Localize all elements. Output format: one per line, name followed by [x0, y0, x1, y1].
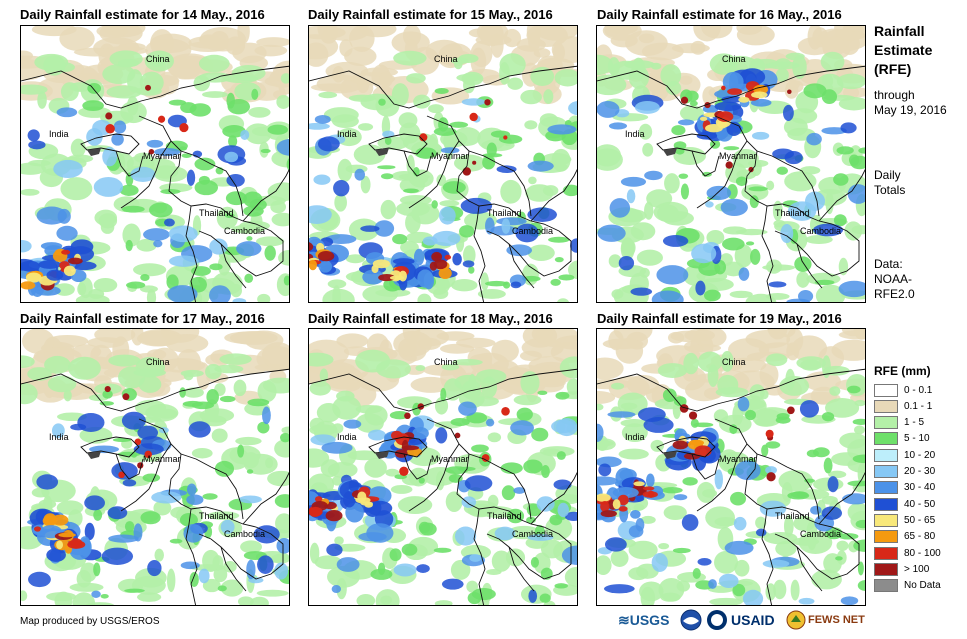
map-label-myanmar: Myanmar — [143, 454, 181, 464]
legend-swatch — [874, 399, 898, 413]
legend-swatch — [874, 448, 898, 462]
map-label-china: China — [146, 54, 170, 64]
map-may19: China India Myanmar Thailand Cambodia — [596, 328, 866, 606]
map-label-thailand: Thailand — [775, 208, 810, 218]
map-label-myanmar: Myanmar — [719, 454, 757, 464]
map-may17: China India Myanmar Thailand Cambodia — [20, 328, 290, 606]
legend-swatch — [874, 383, 898, 397]
usgs-logo: ≋USGS — [618, 611, 670, 628]
map-label-thailand: Thailand — [199, 511, 234, 521]
legend-item: > 100 — [874, 562, 929, 576]
map-label-thailand: Thailand — [487, 511, 522, 521]
legend-swatch — [874, 579, 898, 593]
legend-swatch — [874, 562, 898, 576]
legend-swatch — [874, 513, 898, 527]
map-label-india: India — [49, 129, 69, 139]
legend-label: 30 - 40 — [904, 482, 936, 494]
legend-item: 65 - 80 — [874, 530, 935, 544]
legend-label: No Data — [904, 580, 941, 592]
legend-label: 0 - 0.1 — [904, 384, 933, 396]
legend-label: 10 - 20 — [904, 449, 936, 461]
panel-title-may15: Daily Rainfall estimate for 15 May., 201… — [308, 7, 553, 22]
legend-item: 5 - 10 — [874, 432, 930, 446]
rainfall-map-layer — [21, 26, 289, 302]
map-label-myanmar: Myanmar — [431, 151, 469, 161]
rainfall-map-layer — [21, 329, 289, 605]
panel-title-may16: Daily Rainfall estimate for 16 May., 201… — [597, 7, 842, 22]
map-label-china: China — [434, 357, 458, 367]
map-label-china: China — [722, 357, 746, 367]
noaa-logo — [680, 608, 702, 632]
map-may14: China India Myanmar Thailand Cambodia — [20, 25, 290, 303]
map-label-india: India — [49, 432, 69, 442]
sidebar-title: Rainfall Estimate (RFE) — [874, 23, 933, 77]
legend-label: 50 - 65 — [904, 514, 936, 526]
rainfall-map-layer — [309, 329, 577, 605]
map-label-thailand: Thailand — [199, 208, 234, 218]
map-label-india: India — [337, 129, 357, 139]
legend-swatch — [874, 497, 898, 511]
legend-item: 20 - 30 — [874, 465, 935, 479]
legend-swatch — [874, 432, 898, 446]
map-label-india: India — [337, 432, 357, 442]
map-label-india: India — [625, 432, 645, 442]
legend-label: 20 - 30 — [904, 466, 936, 477]
legend-item: 0.1 - 1 — [874, 399, 932, 413]
legend-title: RFE (mm) — [874, 364, 931, 378]
panel-title-may14: Daily Rainfall estimate for 14 May., 201… — [20, 7, 265, 22]
map-label-thailand: Thailand — [775, 511, 810, 521]
legend-swatch — [874, 416, 898, 430]
legend-swatch — [874, 481, 898, 495]
map-label-cambodia: Cambodia — [512, 226, 554, 236]
legend-item: 1 - 5 — [874, 416, 924, 430]
legend-swatch — [874, 465, 898, 478]
legend-label: > 100 — [904, 563, 930, 575]
map-label-cambodia: Cambodia — [224, 226, 266, 236]
map-label-myanmar: Myanmar — [143, 151, 181, 161]
rainfall-map-layer — [597, 26, 865, 302]
map-label-cambodia: Cambodia — [800, 226, 842, 236]
sidebar-daily-totals: Daily Totals — [874, 168, 906, 197]
map-label-cambodia: Cambodia — [224, 529, 266, 539]
legend-swatch — [874, 530, 898, 544]
legend-label: 80 - 100 — [904, 547, 941, 559]
legend-label: 5 - 10 — [904, 433, 930, 445]
panel-title-may18: Daily Rainfall estimate for 18 May., 201… — [308, 311, 553, 326]
map-may16: China India Myanmar Thailand Cambodia — [596, 25, 866, 303]
usaid-logo: USAID — [706, 608, 775, 632]
map-may15: China India Myanmar Thailand Cambodia — [308, 25, 578, 303]
footer-credit: Map produced by USGS/EROS — [20, 616, 160, 627]
map-label-china: China — [722, 54, 746, 64]
fewsnet-logo: FEWS NET — [786, 608, 865, 632]
map-label-china: China — [146, 357, 170, 367]
map-label-myanmar: Myanmar — [431, 454, 469, 464]
map-may18: China India Myanmar Thailand Cambodia — [308, 328, 578, 606]
rainfall-map-layer — [309, 26, 577, 302]
sidebar-data-source: Data: NOAA- RFE2.0 — [874, 257, 915, 301]
map-label-cambodia: Cambodia — [512, 529, 554, 539]
panel-title-may19: Daily Rainfall estimate for 19 May., 201… — [597, 311, 842, 326]
legend-item: 10 - 20 — [874, 448, 935, 462]
map-label-myanmar: Myanmar — [719, 151, 757, 161]
rainfall-map-layer — [597, 329, 865, 605]
sidebar-through: through May 19, 2016 — [874, 88, 947, 117]
map-label-cambodia: Cambodia — [800, 529, 842, 539]
legend-item: 40 - 50 — [874, 497, 935, 511]
legend-label: 65 - 80 — [904, 531, 936, 543]
legend-swatch — [874, 546, 898, 560]
legend-label: 0.1 - 1 — [904, 400, 933, 412]
legend-item: 50 - 65 — [874, 513, 935, 527]
map-label-china: China — [434, 54, 458, 64]
legend-item: No Data — [874, 579, 941, 593]
legend-label: 40 - 50 — [904, 498, 936, 510]
legend-item: 80 - 100 — [874, 546, 941, 560]
legend-label: 1 - 5 — [904, 417, 925, 429]
legend-item: 30 - 40 — [874, 481, 935, 495]
legend-item: 0 - 0.1 — [874, 383, 932, 397]
panel-title-may17: Daily Rainfall estimate for 17 May., 201… — [20, 311, 265, 326]
map-label-india: India — [625, 129, 645, 139]
map-label-thailand: Thailand — [487, 208, 522, 218]
